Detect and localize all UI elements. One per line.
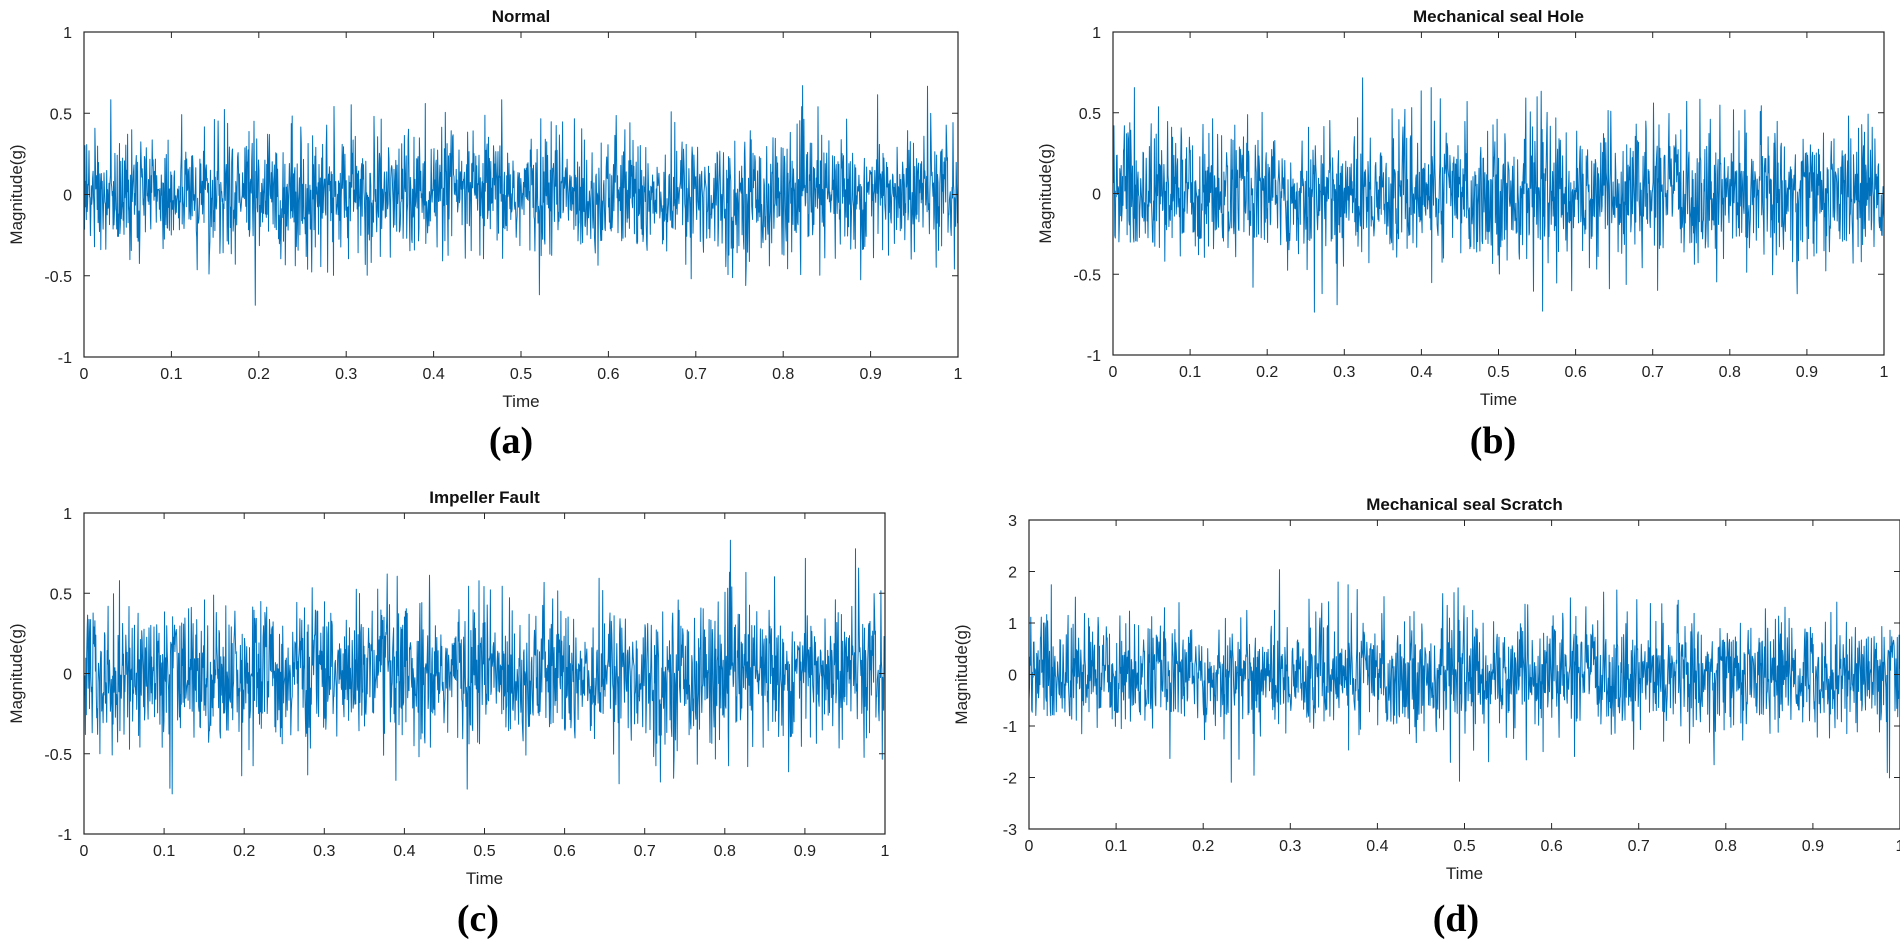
x-tick-label: 0.3 (1333, 364, 1355, 381)
y-tick-label: 3 (1008, 513, 1017, 530)
y-axis-label: Magnitude(g) (1036, 143, 1055, 243)
y-tick-label: -3 (1003, 822, 1017, 839)
y-tick-label: 0 (63, 667, 72, 684)
y-tick-label: 2 (1008, 565, 1017, 582)
panel-b: 0 0.1 0.2 0.3 0.4 0.5 0.6 0.7 0.8 0.9 1 1 0.5 0 -0.5 -1… (1036, 7, 1889, 462)
y-tick-label: -0.5 (44, 747, 72, 764)
x-tick-label: 1 (881, 843, 890, 860)
x-tick-label: 0.2 (1256, 364, 1278, 381)
x-tick-label: 0.4 (393, 843, 415, 860)
x-tick-label: 0.2 (248, 366, 270, 383)
x-tick-label: 0.4 (1366, 838, 1388, 855)
panel-c: 0 0.1 0.2 0.3 0.4 0.5 0.6 0.7 0.8 0.9 1 1 0.5 0 -0.5 -1… (7, 488, 890, 940)
x-tick-label: 0.9 (859, 366, 881, 383)
x-tick-label: 0.5 (510, 366, 532, 383)
y-tick-label: 1 (63, 506, 72, 523)
x-tick-label: 0.8 (714, 843, 736, 860)
x-tick-label: 0 (80, 843, 89, 860)
x-tick-label: 0.2 (233, 843, 255, 860)
x-tick-label: 0.4 (422, 366, 444, 383)
x-tick-label: 0.7 (1642, 364, 1664, 381)
x-tick-label: 0.9 (1796, 364, 1818, 381)
x-tick-label: 0.8 (1715, 838, 1737, 855)
x-tick-label: 0.7 (685, 366, 707, 383)
x-tick-label: 0.8 (772, 366, 794, 383)
x-tick-label: 0.1 (160, 366, 182, 383)
x-tick-label: 0.3 (1279, 838, 1301, 855)
signal-trace (1112, 77, 1885, 313)
x-tick-label: 0.1 (153, 843, 175, 860)
x-tick-label: 0.5 (1453, 838, 1475, 855)
y-tick-label: 1 (1008, 616, 1017, 633)
chart-title: Impeller Fault (429, 488, 540, 507)
x-tick-label: 0.5 (1487, 364, 1509, 381)
x-tick-label: 0.6 (553, 843, 575, 860)
x-tick-label: 1 (954, 366, 963, 383)
y-tick-label: 0.5 (1079, 106, 1101, 123)
chart-title: Normal (492, 7, 551, 26)
x-axis-label: Time (1480, 390, 1517, 409)
x-tick-label: 0.6 (597, 366, 619, 383)
x-tick-label: 0.3 (313, 843, 335, 860)
x-tick-label: 0.5 (473, 843, 495, 860)
panel-a: 0 0.1 0.2 0.3 0.4 0.5 0.6 0.7 0.8 0.9 1 1 0.5 0 -0.5 -1… (7, 7, 963, 462)
y-tick-label: -0.5 (1073, 267, 1101, 284)
y-axis-label: Magnitude(g) (7, 144, 26, 244)
x-tick-label: 0.2 (1192, 838, 1214, 855)
chart-title: Mechanical seal Scratch (1366, 495, 1563, 514)
x-tick-label: 1 (1896, 838, 1900, 855)
panel-caption: (d) (1433, 898, 1479, 940)
y-tick-label: -2 (1003, 771, 1017, 788)
x-tick-label: 0.1 (1179, 364, 1201, 381)
panel-d: 0 0.1 0.2 0.3 0.4 0.5 0.6 0.7 0.8 0.9 1 3 2 1 0 -1 -2 -3 M… (952, 495, 1900, 940)
x-axis-label: Time (502, 392, 539, 411)
panel-caption: (a) (489, 420, 533, 462)
x-tick-label: 0.1 (1105, 838, 1127, 855)
x-tick-label: 0 (1109, 364, 1118, 381)
x-axis-label: Time (466, 869, 503, 888)
y-tick-label: 0.5 (50, 106, 72, 123)
x-tick-label: 0.6 (1540, 838, 1562, 855)
x-tick-label: 0.9 (1802, 838, 1824, 855)
y-axis-label: Magnitude(g) (952, 624, 971, 724)
x-tick-label: 0 (1025, 838, 1034, 855)
panel-caption: (b) (1470, 420, 1516, 462)
y-tick-label: 0 (1092, 187, 1101, 204)
x-tick-label: 0.6 (1564, 364, 1586, 381)
signal-trace (83, 539, 886, 795)
y-tick-label: -0.5 (44, 269, 72, 286)
y-axis-label: Magnitude(g) (7, 623, 26, 723)
signal-trace (83, 85, 959, 306)
y-tick-label: 0.5 (50, 586, 72, 603)
x-tick-label: 0.8 (1719, 364, 1741, 381)
x-tick-label: 0 (80, 366, 89, 383)
x-tick-label: 1 (1880, 364, 1889, 381)
y-tick-label: 1 (1092, 25, 1101, 42)
y-tick-label: -1 (58, 350, 72, 367)
x-tick-label: 0.3 (335, 366, 357, 383)
signal-trace (1028, 569, 1900, 783)
x-axis-label: Time (1446, 864, 1483, 883)
chart-title: Mechanical seal Hole (1413, 7, 1584, 26)
y-tick-label: 1 (63, 25, 72, 42)
x-tick-label: 0.9 (794, 843, 816, 860)
y-tick-label: -1 (1087, 348, 1101, 365)
y-tick-label: 0 (1008, 668, 1017, 685)
y-tick-label: 0 (63, 188, 72, 205)
x-tick-label: 0.7 (634, 843, 656, 860)
x-tick-label: 0.7 (1628, 838, 1650, 855)
y-tick-label: -1 (58, 827, 72, 844)
x-tick-label: 0.4 (1410, 364, 1432, 381)
y-tick-label: -1 (1003, 719, 1017, 736)
panel-caption: (c) (457, 898, 499, 940)
